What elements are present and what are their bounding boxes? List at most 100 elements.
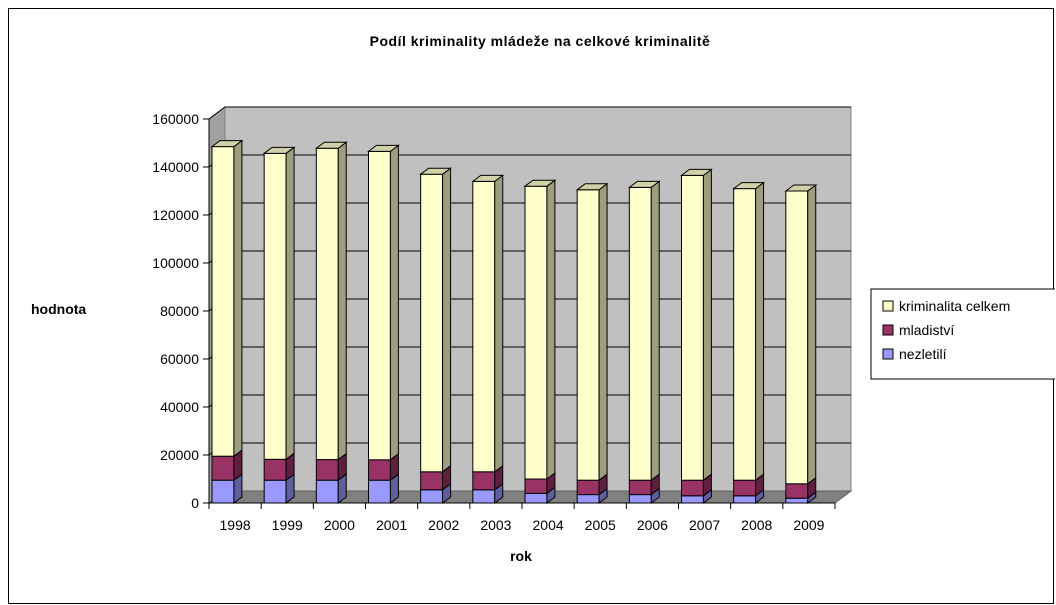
y-tick-label: 120000 bbox=[152, 207, 199, 223]
legend-label: mladiství bbox=[899, 322, 954, 338]
y-axis-title: hodnota bbox=[31, 301, 86, 317]
bar-segment-side bbox=[285, 146, 295, 461]
bar-stack-1999 bbox=[262, 146, 296, 504]
bars bbox=[210, 139, 818, 504]
bar-segment bbox=[211, 146, 235, 457]
legend-label: kriminalita celkem bbox=[899, 298, 1010, 314]
bar-segment bbox=[785, 497, 809, 504]
bar-segment bbox=[263, 152, 287, 460]
bar-stack-2008 bbox=[732, 181, 766, 504]
x-tick-label: 2009 bbox=[793, 517, 824, 533]
bar-segment-side bbox=[755, 181, 765, 482]
bar-segment-side bbox=[702, 168, 712, 482]
bar-segment-side bbox=[337, 141, 347, 461]
bar-segment bbox=[211, 479, 235, 504]
bar-segment-side bbox=[389, 144, 399, 461]
y-tick-label: 40000 bbox=[160, 399, 199, 415]
gridline bbox=[208, 106, 851, 120]
bar-top bbox=[732, 182, 766, 190]
bar-top bbox=[367, 144, 400, 152]
bar-top bbox=[471, 174, 505, 182]
bar-segment bbox=[263, 458, 287, 481]
x-tick-labels: 1998 1999 2000 2001 2002 2003 2004 2005 2006 2007… bbox=[220, 517, 825, 533]
legend-swatch bbox=[882, 324, 894, 336]
chart-frame: 0 20000 40000 60000 80000 100000 120000 140000 1… bbox=[8, 8, 1055, 604]
bar-segment bbox=[472, 471, 496, 491]
bar-segment bbox=[420, 489, 444, 504]
bar-segment bbox=[368, 150, 391, 461]
bar-segment bbox=[681, 495, 704, 504]
bar-segment bbox=[628, 494, 652, 504]
bar-segment-side bbox=[494, 174, 504, 473]
bar-segment bbox=[576, 189, 600, 481]
bar-stack-2005 bbox=[575, 182, 609, 504]
bar-top bbox=[627, 180, 661, 188]
bar-segment bbox=[785, 190, 809, 485]
bar-segment-side bbox=[807, 184, 817, 485]
bar-segment bbox=[315, 479, 339, 504]
y-tick-label: 20000 bbox=[160, 447, 199, 463]
x-tick-label: 2003 bbox=[480, 517, 511, 533]
bar-top bbox=[314, 141, 348, 149]
y-tick-label: 0 bbox=[191, 495, 199, 511]
bar-segment bbox=[472, 489, 496, 504]
bar-segment bbox=[420, 471, 444, 491]
y-tick-labels: 0 20000 40000 60000 80000 100000 120000 140000 1… bbox=[152, 111, 199, 511]
bar-top bbox=[784, 184, 818, 192]
y-tick-label: 160000 bbox=[152, 111, 199, 127]
bar-top bbox=[210, 140, 244, 148]
y-tick-label: 100000 bbox=[152, 255, 199, 271]
legend: kriminalita celkem mladiství nezletilí bbox=[870, 288, 1055, 380]
bar-stack-1998 bbox=[210, 139, 244, 504]
x-tick-label: 2007 bbox=[689, 517, 720, 533]
bar-segment bbox=[681, 174, 704, 481]
x-tick-label: 2000 bbox=[324, 517, 355, 533]
bar-segment bbox=[733, 188, 757, 481]
legend-box bbox=[870, 288, 1055, 380]
x-tick-label: 2001 bbox=[376, 517, 407, 533]
x-axis-title: rok bbox=[510, 548, 532, 564]
stacked-bar-chart-3d: 0 20000 40000 60000 80000 100000 120000 140000 1… bbox=[31, 33, 1055, 564]
bar-segment-side bbox=[233, 139, 243, 458]
bar-top bbox=[419, 167, 453, 175]
x-tick-label: 2006 bbox=[637, 517, 668, 533]
bar-segment-side bbox=[650, 180, 660, 482]
axes bbox=[203, 118, 836, 509]
x-tick-label: 1999 bbox=[272, 517, 303, 533]
y-tick-label: 60000 bbox=[160, 351, 199, 367]
bar-stack-2000 bbox=[314, 141, 348, 504]
y-tick-label: 80000 bbox=[160, 303, 199, 319]
bar-segment bbox=[681, 479, 704, 497]
bar-stack-2007 bbox=[680, 168, 713, 504]
bar-segment-side bbox=[598, 182, 608, 482]
bar-segment bbox=[524, 185, 548, 480]
legend-label: nezletilí bbox=[899, 346, 947, 362]
x-tick-label: 2008 bbox=[741, 517, 772, 533]
bar-segment bbox=[211, 455, 235, 481]
bar-segment bbox=[524, 492, 548, 504]
x-tick-label: 2002 bbox=[428, 517, 459, 533]
bar-segment bbox=[420, 173, 444, 473]
bar-stack-2002 bbox=[419, 167, 453, 504]
x-tick-label: 1998 bbox=[220, 517, 251, 533]
bar-stack-2004 bbox=[523, 179, 557, 504]
legend-swatch bbox=[882, 300, 894, 312]
bar-stack-2009 bbox=[784, 184, 818, 504]
bar-segment bbox=[263, 479, 287, 504]
bar-top bbox=[575, 183, 609, 191]
bar-segment bbox=[628, 479, 652, 496]
bar-segment bbox=[733, 479, 757, 497]
bar-segment bbox=[472, 180, 496, 473]
bar-segment bbox=[785, 483, 809, 499]
bar-stack-2006 bbox=[627, 180, 661, 504]
bar-segment bbox=[524, 478, 548, 494]
bar-segment-side bbox=[442, 167, 452, 473]
y-tick-label: 140000 bbox=[152, 159, 199, 175]
bar-top bbox=[523, 179, 557, 187]
bar-stack-2003 bbox=[471, 174, 505, 504]
bar-segment bbox=[576, 494, 600, 504]
x-tick-label: 2004 bbox=[533, 517, 564, 533]
bar-segment bbox=[315, 459, 339, 481]
bar-segment bbox=[733, 495, 757, 504]
chart-title: Podíl kriminality mládeže na celkové kri… bbox=[370, 33, 711, 49]
